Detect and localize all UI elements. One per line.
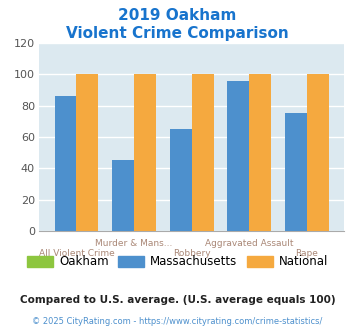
Text: Violent Crime Comparison: Violent Crime Comparison bbox=[66, 26, 289, 41]
Legend: Oakham, Massachusetts, National: Oakham, Massachusetts, National bbox=[22, 250, 333, 273]
Text: 2019 Oakham: 2019 Oakham bbox=[118, 8, 237, 23]
Bar bbox=[249, 74, 271, 231]
Text: Rape: Rape bbox=[295, 249, 318, 258]
Bar bbox=[228, 81, 249, 231]
Text: Aggravated Assault: Aggravated Assault bbox=[205, 239, 294, 248]
Text: Compared to U.S. average. (U.S. average equals 100): Compared to U.S. average. (U.S. average … bbox=[20, 295, 335, 305]
Text: All Violent Crime: All Violent Crime bbox=[39, 249, 114, 258]
Bar bbox=[307, 74, 329, 231]
Text: Robbery: Robbery bbox=[173, 249, 211, 258]
Bar bbox=[134, 74, 156, 231]
Bar bbox=[55, 96, 76, 231]
Bar bbox=[76, 74, 98, 231]
Bar bbox=[192, 74, 214, 231]
Bar bbox=[285, 114, 307, 231]
Bar bbox=[112, 160, 134, 231]
Text: © 2025 CityRating.com - https://www.cityrating.com/crime-statistics/: © 2025 CityRating.com - https://www.city… bbox=[32, 317, 323, 326]
Text: Murder & Mans...: Murder & Mans... bbox=[95, 239, 173, 248]
Bar bbox=[170, 129, 192, 231]
